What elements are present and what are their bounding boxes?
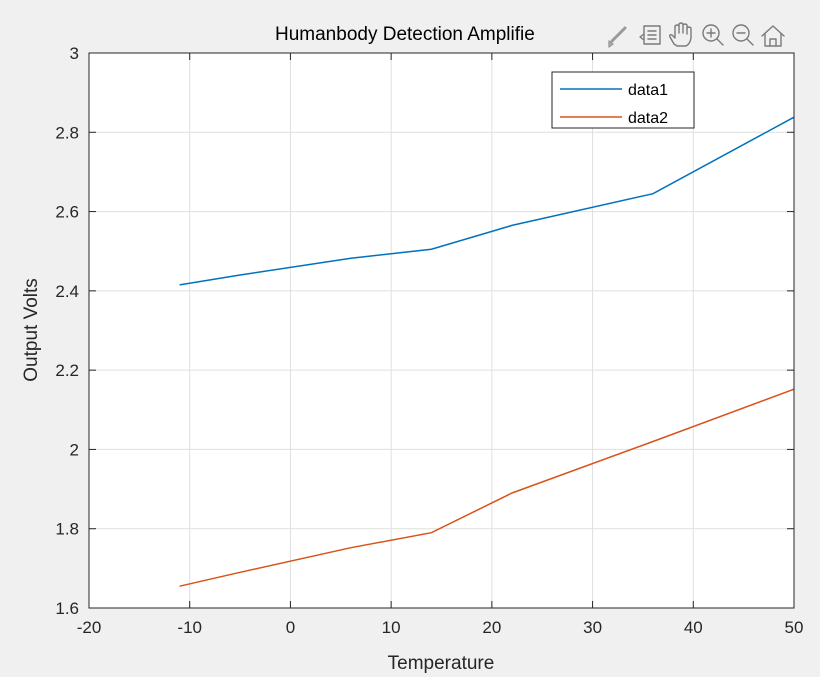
zoom-in-icon[interactable] [702, 24, 724, 46]
y-tick-label: 2 [70, 440, 79, 459]
pan-hand-icon[interactable] [669, 22, 692, 47]
y-tick-label: 2.6 [55, 203, 79, 222]
y-axis-label: Output Volts [21, 278, 42, 382]
datatip-icon[interactable] [639, 25, 661, 45]
series-line-data2 [179, 388, 795, 587]
y-tick-label: 1.6 [55, 599, 79, 618]
y-tick-label: 3 [70, 44, 79, 63]
x-tick-label: 20 [482, 618, 501, 637]
axes-box [88, 52, 795, 609]
legend-label-data2: data2 [628, 110, 668, 127]
series-layer [179, 116, 795, 587]
brush-icon[interactable] [608, 26, 627, 48]
x-tick-label: -10 [177, 618, 202, 637]
x-tick-label: 30 [583, 618, 602, 637]
zoom-out-icon[interactable] [732, 24, 754, 46]
x-tick-label: 50 [785, 618, 804, 637]
axes-toolbar [608, 22, 785, 48]
x-tick-label: 10 [382, 618, 401, 637]
tick-marks [88, 52, 795, 609]
home-icon[interactable] [761, 25, 785, 47]
legend[interactable]: data1 data2 [551, 71, 695, 129]
x-tick-label: -20 [77, 618, 102, 637]
y-tick-label: 1.8 [55, 520, 79, 539]
x-tick-label: 40 [684, 618, 703, 637]
plot-area [89, 53, 794, 608]
legend-box [551, 71, 695, 129]
grid-lines [88, 52, 795, 609]
series-line-data1 [179, 116, 795, 286]
y-tick-label: 2.8 [55, 123, 79, 142]
legend-label-data1: data1 [628, 82, 668, 99]
x-axis-label: Temperature [388, 653, 495, 674]
y-tick-label: 2.4 [55, 282, 79, 301]
y-tick-label: 2.2 [55, 361, 79, 380]
x-tick-label: 0 [286, 618, 295, 637]
tick-labels: -20 -10 0 10 20 30 40 50 1.6 1.8 2 2.2 2.4 2.6 2.8 3 [55, 44, 803, 637]
chart-title: Humanbody Detection Amplifie [275, 24, 535, 45]
